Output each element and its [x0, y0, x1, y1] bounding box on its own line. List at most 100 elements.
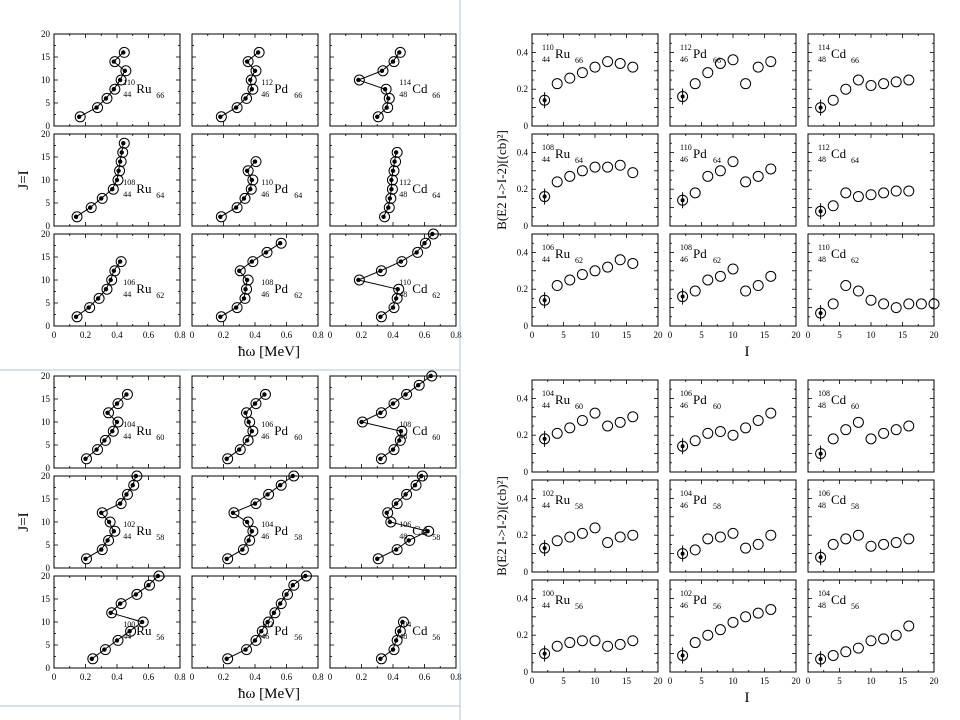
data-point: [576, 268, 588, 280]
data-point: [865, 189, 877, 201]
data-point: [398, 429, 404, 434]
y-tick-label: 20: [41, 371, 51, 381]
data-point: [840, 424, 852, 436]
panel-frame: [329, 233, 457, 327]
x-tick-label: 0.4: [387, 330, 399, 340]
data-point: [114, 165, 126, 177]
x-tick-label: 15: [622, 330, 632, 340]
data-point: [375, 311, 387, 323]
proton-number: 46: [680, 601, 688, 610]
x-tick-label: 20: [930, 676, 940, 686]
data-point: [404, 534, 416, 546]
neutron-number: 64: [575, 156, 583, 165]
data-point: [903, 298, 915, 310]
proton-number: 44: [542, 501, 550, 510]
data-point: [827, 200, 839, 212]
element-symbol: Ru: [136, 523, 152, 538]
y-tick-label: 10: [41, 617, 51, 627]
data-point: [827, 298, 839, 310]
data-point: [714, 57, 726, 69]
data-point: [689, 285, 701, 297]
element-symbol: Ru: [555, 492, 571, 507]
data-point: [393, 547, 399, 552]
data-point: [215, 211, 227, 223]
proton-number: 44: [123, 290, 131, 299]
proton-number: 46: [261, 90, 269, 99]
data-point: [827, 538, 839, 550]
data-point: [284, 592, 289, 597]
y-tick-label: 10: [41, 75, 51, 85]
data-point: [614, 159, 626, 171]
data-point: [379, 68, 385, 74]
panel-cd-112: 112 48 Cd 64: [329, 133, 457, 227]
data-point: [614, 638, 626, 650]
y-tick-label: 20: [41, 129, 51, 139]
data-point: [246, 538, 251, 543]
data-point: [275, 598, 287, 610]
data-point: [388, 444, 400, 456]
data-point: [250, 156, 262, 168]
data-point: [752, 61, 764, 73]
data-point: [382, 102, 394, 114]
data-point: [117, 146, 129, 158]
data-point: [231, 302, 243, 314]
data-point: [73, 214, 79, 219]
data-point: [102, 438, 107, 443]
data-point: [94, 105, 99, 110]
data-point: [878, 78, 890, 90]
nucleus-label: 106 44 Ru 62: [542, 243, 583, 265]
x-tick-label: 0.2: [218, 330, 229, 340]
data-point: [111, 268, 117, 273]
data-point: [249, 259, 255, 264]
data-point: [430, 231, 435, 237]
y-tick-label: 15: [41, 594, 51, 604]
neutron-number: 64: [713, 156, 721, 165]
data-point: [551, 427, 563, 439]
nucleus-label: 104 44 Ru 60: [123, 420, 164, 442]
element-symbol: Ru: [136, 181, 152, 196]
data-point: [852, 642, 864, 654]
data-point: [386, 174, 398, 186]
neutron-number: 64: [851, 156, 859, 165]
data-point: [564, 531, 576, 543]
data-point: [95, 296, 101, 301]
data-point: [278, 601, 283, 606]
data-point: [689, 637, 701, 649]
data-point: [416, 383, 421, 388]
proton-number: 46: [680, 501, 688, 510]
x-tick-label: 0.6: [143, 672, 155, 682]
x-tick-label: 15: [760, 330, 770, 340]
data-point: [247, 174, 259, 186]
neutron-number: 66: [575, 56, 583, 65]
proton-number: 48: [818, 501, 826, 510]
nucleus-label: 112 46 Pd 66: [680, 43, 721, 65]
panel-ru-108: 108 44 Ru 64: [53, 133, 181, 227]
y-tick-label: 10: [41, 275, 51, 285]
data-point: [218, 314, 223, 319]
data-point: [614, 254, 626, 266]
data-point: [393, 296, 399, 301]
y-axis-label: B(E2 I->I-2)[(cb)²]: [494, 476, 509, 576]
x-tick-label: 0: [668, 330, 673, 340]
mass-number: 112: [261, 78, 273, 87]
nucleus-label: 108 48 Cd 60: [399, 420, 440, 442]
data-point: [87, 653, 99, 665]
data-point: [241, 196, 247, 201]
data-point: [115, 74, 127, 86]
data-point: [278, 241, 283, 246]
data-point: [397, 50, 402, 55]
data-point: [263, 616, 275, 628]
data-point: [242, 516, 254, 528]
data-point: [248, 77, 253, 83]
data-point: [101, 92, 113, 104]
data-point: [689, 544, 701, 556]
panel-cd-104: 104 48 Cd 56: [807, 579, 935, 673]
data-point: [99, 644, 111, 656]
data-point: [890, 185, 902, 197]
proton-number: 48: [399, 432, 407, 441]
data-point: [414, 250, 419, 255]
data-point: [114, 401, 120, 406]
element-symbol: Ru: [136, 281, 152, 296]
data-point: [71, 211, 83, 223]
data-point: [397, 629, 402, 634]
